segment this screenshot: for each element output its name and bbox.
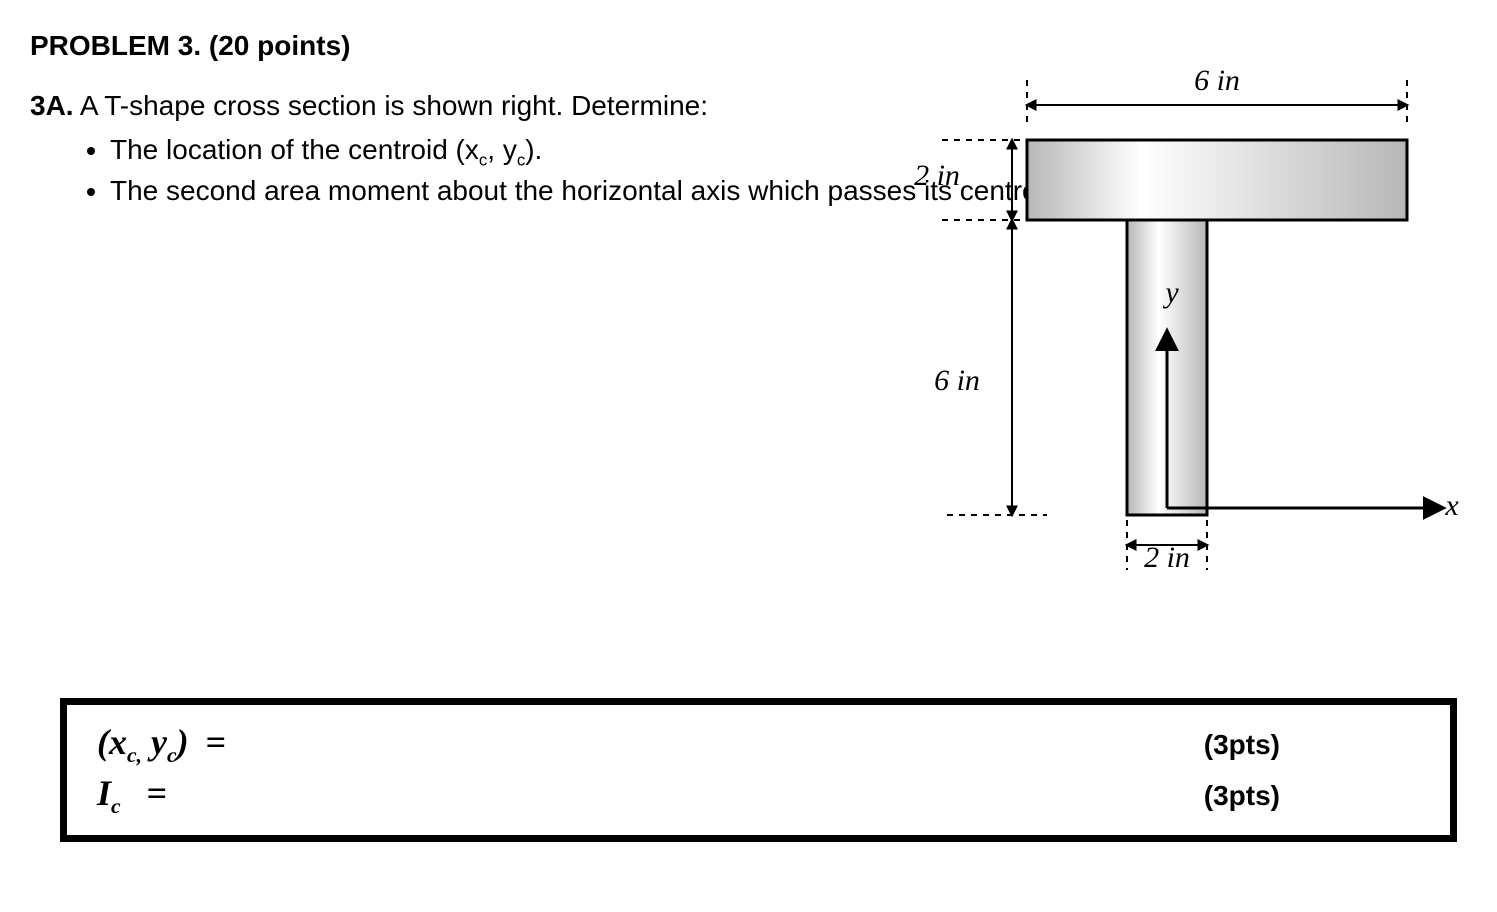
problem-3a-text: A T-shape cross section is shown right. … [80, 90, 708, 121]
answer-centroid-points: (3pts) [1204, 729, 1280, 761]
answer-row-moment: Ic = (3pts) [97, 772, 1420, 819]
problem-3a-label: 3A. [30, 90, 74, 121]
problem-title: PROBLEM 3. (20 points) [30, 30, 1467, 62]
answer-centroid-label: (xc, yc) = [97, 721, 226, 768]
svg-text:6 in: 6 in [934, 364, 980, 397]
answer-moment-points: (3pts) [1204, 780, 1280, 812]
svg-text:2 in: 2 in [1144, 541, 1190, 574]
t-section-diagram: 6 in 2 in 6 in 2 in y x [827, 70, 1477, 620]
svg-text:6 in: 6 in [1194, 70, 1240, 97]
answer-box: (xc, yc) = (3pts) Ic = (3pts) [60, 698, 1457, 842]
svg-text:x: x [1444, 489, 1459, 522]
answer-row-centroid: (xc, yc) = (3pts) [97, 721, 1420, 768]
svg-text:2 in: 2 in [914, 159, 960, 192]
svg-text:y: y [1162, 276, 1179, 309]
answer-moment-label: Ic = [97, 772, 167, 819]
